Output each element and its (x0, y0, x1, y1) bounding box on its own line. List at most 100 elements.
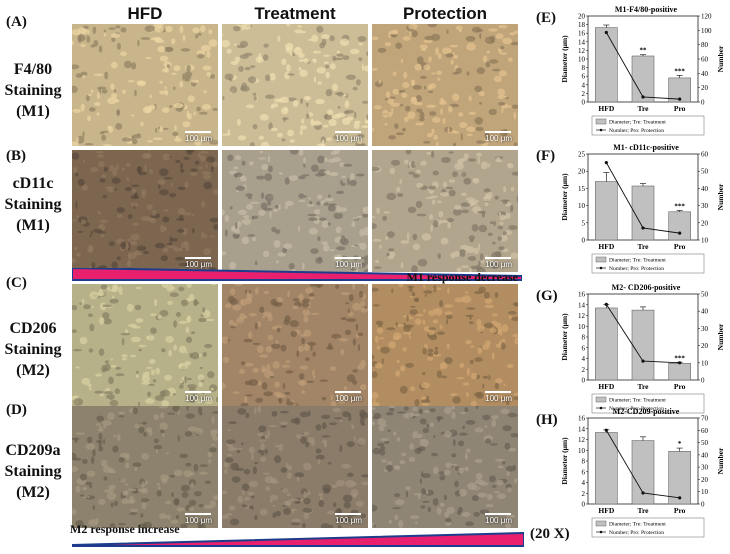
y2-tick-label: 80 (701, 41, 709, 49)
legend-box (591, 393, 705, 414)
y-tick-label: 12 (578, 47, 586, 55)
scale-bar (485, 391, 511, 393)
legend-entry-bar: Diameter; Tre: Treatment (609, 258, 666, 264)
y2-tick-label: 30 (701, 325, 709, 333)
legend-entry-bar: Diameter; Tre: Treatment (609, 120, 666, 126)
bar-tre (631, 440, 655, 505)
micrograph-2-protection: 100 μm (372, 150, 518, 272)
y-axis-label: Diameter (μm) (560, 173, 569, 221)
legend-line-marker (599, 128, 603, 132)
y2-tick-label: 40 (701, 70, 709, 78)
number-point (604, 161, 608, 165)
y2-tick-label: 40 (701, 308, 709, 316)
y-tick-label: 14 (578, 425, 586, 433)
column-header-hfd: HFD (127, 4, 163, 23)
row-label-line: (M1) (16, 103, 50, 120)
row-label-line: Staining (4, 82, 62, 99)
row-label-line: cD11c (12, 175, 54, 192)
m1-response-label: M1 response decrease (406, 270, 518, 284)
y2-tick-label: 120 (701, 13, 712, 21)
number-point (678, 97, 682, 101)
legend-entry-bar: Diameter; Tre: Treatment (609, 398, 666, 404)
category-label: Tre (638, 506, 650, 515)
bar-tre (631, 55, 655, 103)
y-tick-label: 20 (578, 168, 586, 176)
category-label: Pro (674, 382, 686, 391)
legend-entry-line: Number; Pro: Protection (609, 128, 664, 134)
bar-hfd (595, 27, 618, 103)
micrograph-4-treatment: 100 μm (222, 406, 368, 528)
y2-tick-label: 70 (701, 415, 709, 423)
bar-tre (631, 185, 655, 241)
y2-axis-label: Number (716, 183, 725, 210)
category-label: Pro (674, 506, 686, 515)
y-axis-label: Diameter (μm) (560, 313, 569, 361)
column-header-protection: Protection (402, 4, 488, 23)
category-label: Tre (638, 242, 650, 251)
y-tick-label: 25 (578, 151, 586, 159)
legend-bar-swatch (595, 118, 607, 125)
significance-marker: ** (640, 47, 648, 55)
y-tick-label: 4 (582, 81, 586, 89)
panel-letter-e: (E) (536, 10, 556, 26)
y2-tick-label: 20 (701, 342, 709, 350)
bar-pro (668, 211, 691, 241)
chart-e: M1-F4/80-positive 0 2 4 6 8 10 12 14 16 18 20 0 20 40 6… (558, 2, 728, 138)
m1-decrease-wedge (72, 268, 522, 281)
panel-letter-f: (F) (536, 148, 556, 164)
scale-bar-label: 100 μm (485, 516, 512, 525)
y2-tick-label: 60 (701, 56, 709, 64)
y-tick-label: 8 (582, 334, 586, 342)
scale-bar-label: 100 μm (335, 134, 362, 143)
scale-bar-label: 100 μm (185, 394, 212, 403)
significance-marker: *** (674, 202, 685, 210)
micrograph-2-treatment: 100 μm (222, 150, 368, 272)
y2-tick-label: 10 (701, 237, 709, 245)
y2-axis-label: Number (716, 323, 725, 350)
scale-bar-label: 100 μm (335, 516, 362, 525)
chart-title: M2- CD206-positive (612, 283, 681, 292)
scale-bar (485, 513, 511, 515)
y2-tick-label: 0 (701, 501, 705, 509)
scale-bar (335, 391, 361, 393)
scale-bar (335, 257, 361, 259)
m2-response-label: M2 response increase (70, 522, 180, 536)
number-point (604, 302, 608, 306)
category-label: HFD (598, 104, 614, 113)
chart-title: M1-F4/80-positive (615, 5, 678, 14)
number-point (678, 496, 682, 500)
legend-entry-line: Number; Pro: Protection (609, 530, 664, 536)
category-label: HFD (598, 506, 614, 515)
legend-bar-swatch (595, 256, 607, 263)
y-tick-label: 2 (582, 90, 586, 98)
panel-letter-b: (B) (6, 148, 26, 164)
y-tick-label: 20 (578, 13, 586, 21)
scale-bar-label: 100 μm (485, 134, 512, 143)
number-point (604, 30, 608, 35)
y2-tick-label: 60 (701, 151, 709, 159)
panel-letter-a: (A) (6, 14, 27, 30)
category-label: Pro (674, 242, 686, 251)
m2-increase-wedge (72, 532, 524, 547)
row-label-line: Staining (4, 341, 62, 358)
y-tick-label: 6 (582, 344, 586, 352)
row-label-f4-80: F4/80 Staining (M1) (0, 59, 66, 122)
y2-tick-label: 20 (701, 476, 709, 484)
scale-bar-label: 100 μm (485, 394, 512, 403)
y-tick-label: 10 (578, 323, 586, 331)
row-label-cd206: CD206 Staining (M2) (0, 318, 66, 381)
row-label-line: CD209a (5, 442, 61, 459)
y-tick-label: 6 (582, 73, 586, 81)
y2-tick-label: 50 (701, 439, 709, 447)
y-tick-label: 8 (582, 64, 586, 72)
y-tick-label: 10 (578, 447, 586, 455)
category-label: Tre (638, 104, 650, 113)
micrograph-2-hfd: 100 μm (72, 150, 218, 272)
row-label-line: F4/80 (13, 61, 53, 78)
y2-tick-label: 20 (701, 219, 709, 227)
y2-tick-label: 40 (701, 451, 709, 459)
row-label-cd11c: cD11c Staining (M1) (0, 173, 66, 236)
chart-title: M2-CD209-positive (613, 407, 680, 416)
y2-tick-label: 50 (701, 168, 709, 176)
micrograph-3-hfd: 100 μm (72, 284, 218, 406)
